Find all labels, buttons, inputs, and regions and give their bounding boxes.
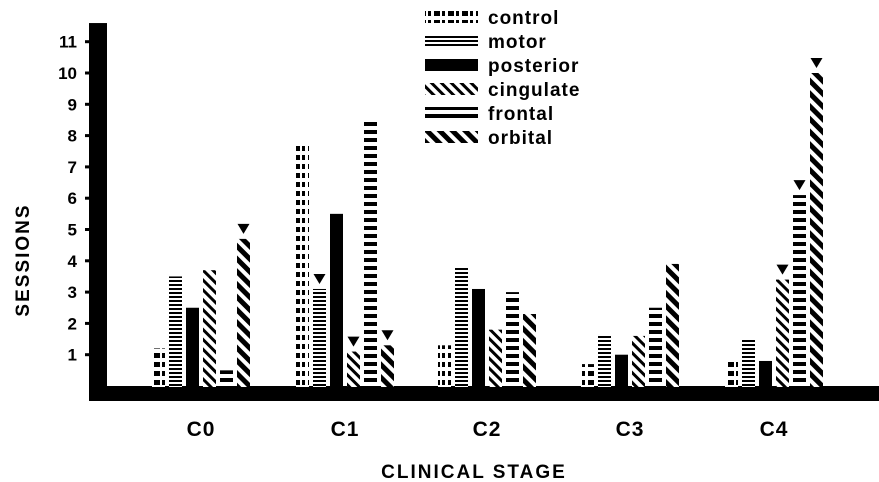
y-tick-mark <box>85 259 90 263</box>
y-tick-mark <box>85 102 90 106</box>
marker-triangle-c1-orbital <box>381 330 394 341</box>
bar-c4-frontal <box>793 195 806 387</box>
x-tick-label-c0: C0 <box>187 418 216 441</box>
y-tick-label: 1 <box>68 346 77 365</box>
bar-c0-posterior <box>186 307 199 387</box>
y-tick-label: 9 <box>68 95 77 114</box>
marker-triangle-c4-orbital <box>810 58 823 68</box>
legend-swatch-orbital <box>425 131 478 143</box>
y-tick-mark <box>85 40 90 44</box>
bar-c0-cingulate <box>203 270 216 387</box>
x-tick-label-c4: C4 <box>760 418 789 441</box>
bar-c2-orbital <box>523 314 536 387</box>
bar-c1-control <box>296 144 309 387</box>
bar-c0-frontal <box>220 370 233 387</box>
legend-label-frontal: frontal <box>488 104 554 125</box>
bar-c2-frontal <box>506 292 519 387</box>
bar-c2-cingulate <box>489 329 502 387</box>
bar-c0-orbital <box>237 238 250 387</box>
legend-swatch-cingulate <box>425 83 478 95</box>
y-tick-mark <box>85 290 90 294</box>
x-tick-label-c2: C2 <box>473 418 502 441</box>
legend-swatch-frontal <box>425 107 478 119</box>
bar-c1-posterior <box>330 213 343 387</box>
legend-label-control: control <box>488 8 559 29</box>
y-tick-label: 6 <box>68 189 77 208</box>
bar-c2-posterior <box>472 288 485 387</box>
legend-label-posterior: posterior <box>488 56 579 77</box>
bar-c3-control <box>581 364 594 387</box>
bar-c1-motor <box>313 288 326 387</box>
bar-c3-orbital <box>666 263 679 387</box>
marker-triangle-c4-cingulate <box>776 264 789 275</box>
bar-c1-frontal <box>364 119 377 387</box>
marker-triangle-c1-cingulate <box>347 336 360 347</box>
y-tick-label: 11 <box>59 33 77 52</box>
y-tick-mark <box>85 196 90 200</box>
bar-c0-motor <box>169 276 182 387</box>
y-tick-label: 8 <box>68 127 77 146</box>
bar-c3-posterior <box>615 354 628 387</box>
marker-triangle-c0-orbital <box>237 223 250 234</box>
y-tick-label: 10 <box>58 64 77 83</box>
x-tick-label-c3: C3 <box>616 418 645 441</box>
bar-c2-motor <box>455 267 468 387</box>
y-tick-label: 3 <box>68 283 77 302</box>
y-tick-mark <box>85 228 90 231</box>
legend-label-cingulate: cingulate <box>488 80 580 101</box>
bar-c1-orbital <box>381 345 394 387</box>
y-tick-label: 2 <box>68 314 77 333</box>
bar-c2-control <box>438 345 451 387</box>
y-tick-mark <box>85 165 90 169</box>
bar-c3-motor <box>598 335 611 387</box>
bar-c0-control <box>152 348 165 387</box>
bar-c3-cingulate <box>632 335 645 387</box>
bar-c4-orbital <box>810 73 823 387</box>
x-tick-label-c1: C1 <box>331 418 360 441</box>
bar-c4-cingulate <box>776 279 789 387</box>
bar-c4-posterior <box>759 360 772 387</box>
x-axis-title: CLINICAL STAGE <box>381 462 567 482</box>
bar-c4-motor <box>742 339 755 387</box>
y-tick-label: 7 <box>68 158 77 177</box>
y-tick-mark <box>85 321 90 325</box>
bar-c3-frontal <box>649 307 662 387</box>
legend-swatch-control <box>425 11 478 23</box>
y-tick-label: 5 <box>68 221 77 240</box>
y-axis-line <box>89 23 107 402</box>
bar-c4-control <box>725 360 738 387</box>
y-tick-mark <box>85 134 90 138</box>
marker-triangle-c4-frontal <box>793 180 806 191</box>
legend-swatch-motor <box>425 35 478 47</box>
y-axis-title: SESSIONS <box>13 203 34 316</box>
legend-label-orbital: orbital <box>488 128 553 149</box>
x-axis-line <box>89 386 879 401</box>
marker-triangle-c1-motor <box>313 273 326 284</box>
bar-c1-cingulate <box>347 351 360 387</box>
y-tick-mark <box>85 71 90 75</box>
y-tick-mark <box>85 353 90 357</box>
legend-label-motor: motor <box>488 32 547 53</box>
legend-swatch-posterior <box>425 59 478 71</box>
y-tick-label: 4 <box>68 252 78 271</box>
